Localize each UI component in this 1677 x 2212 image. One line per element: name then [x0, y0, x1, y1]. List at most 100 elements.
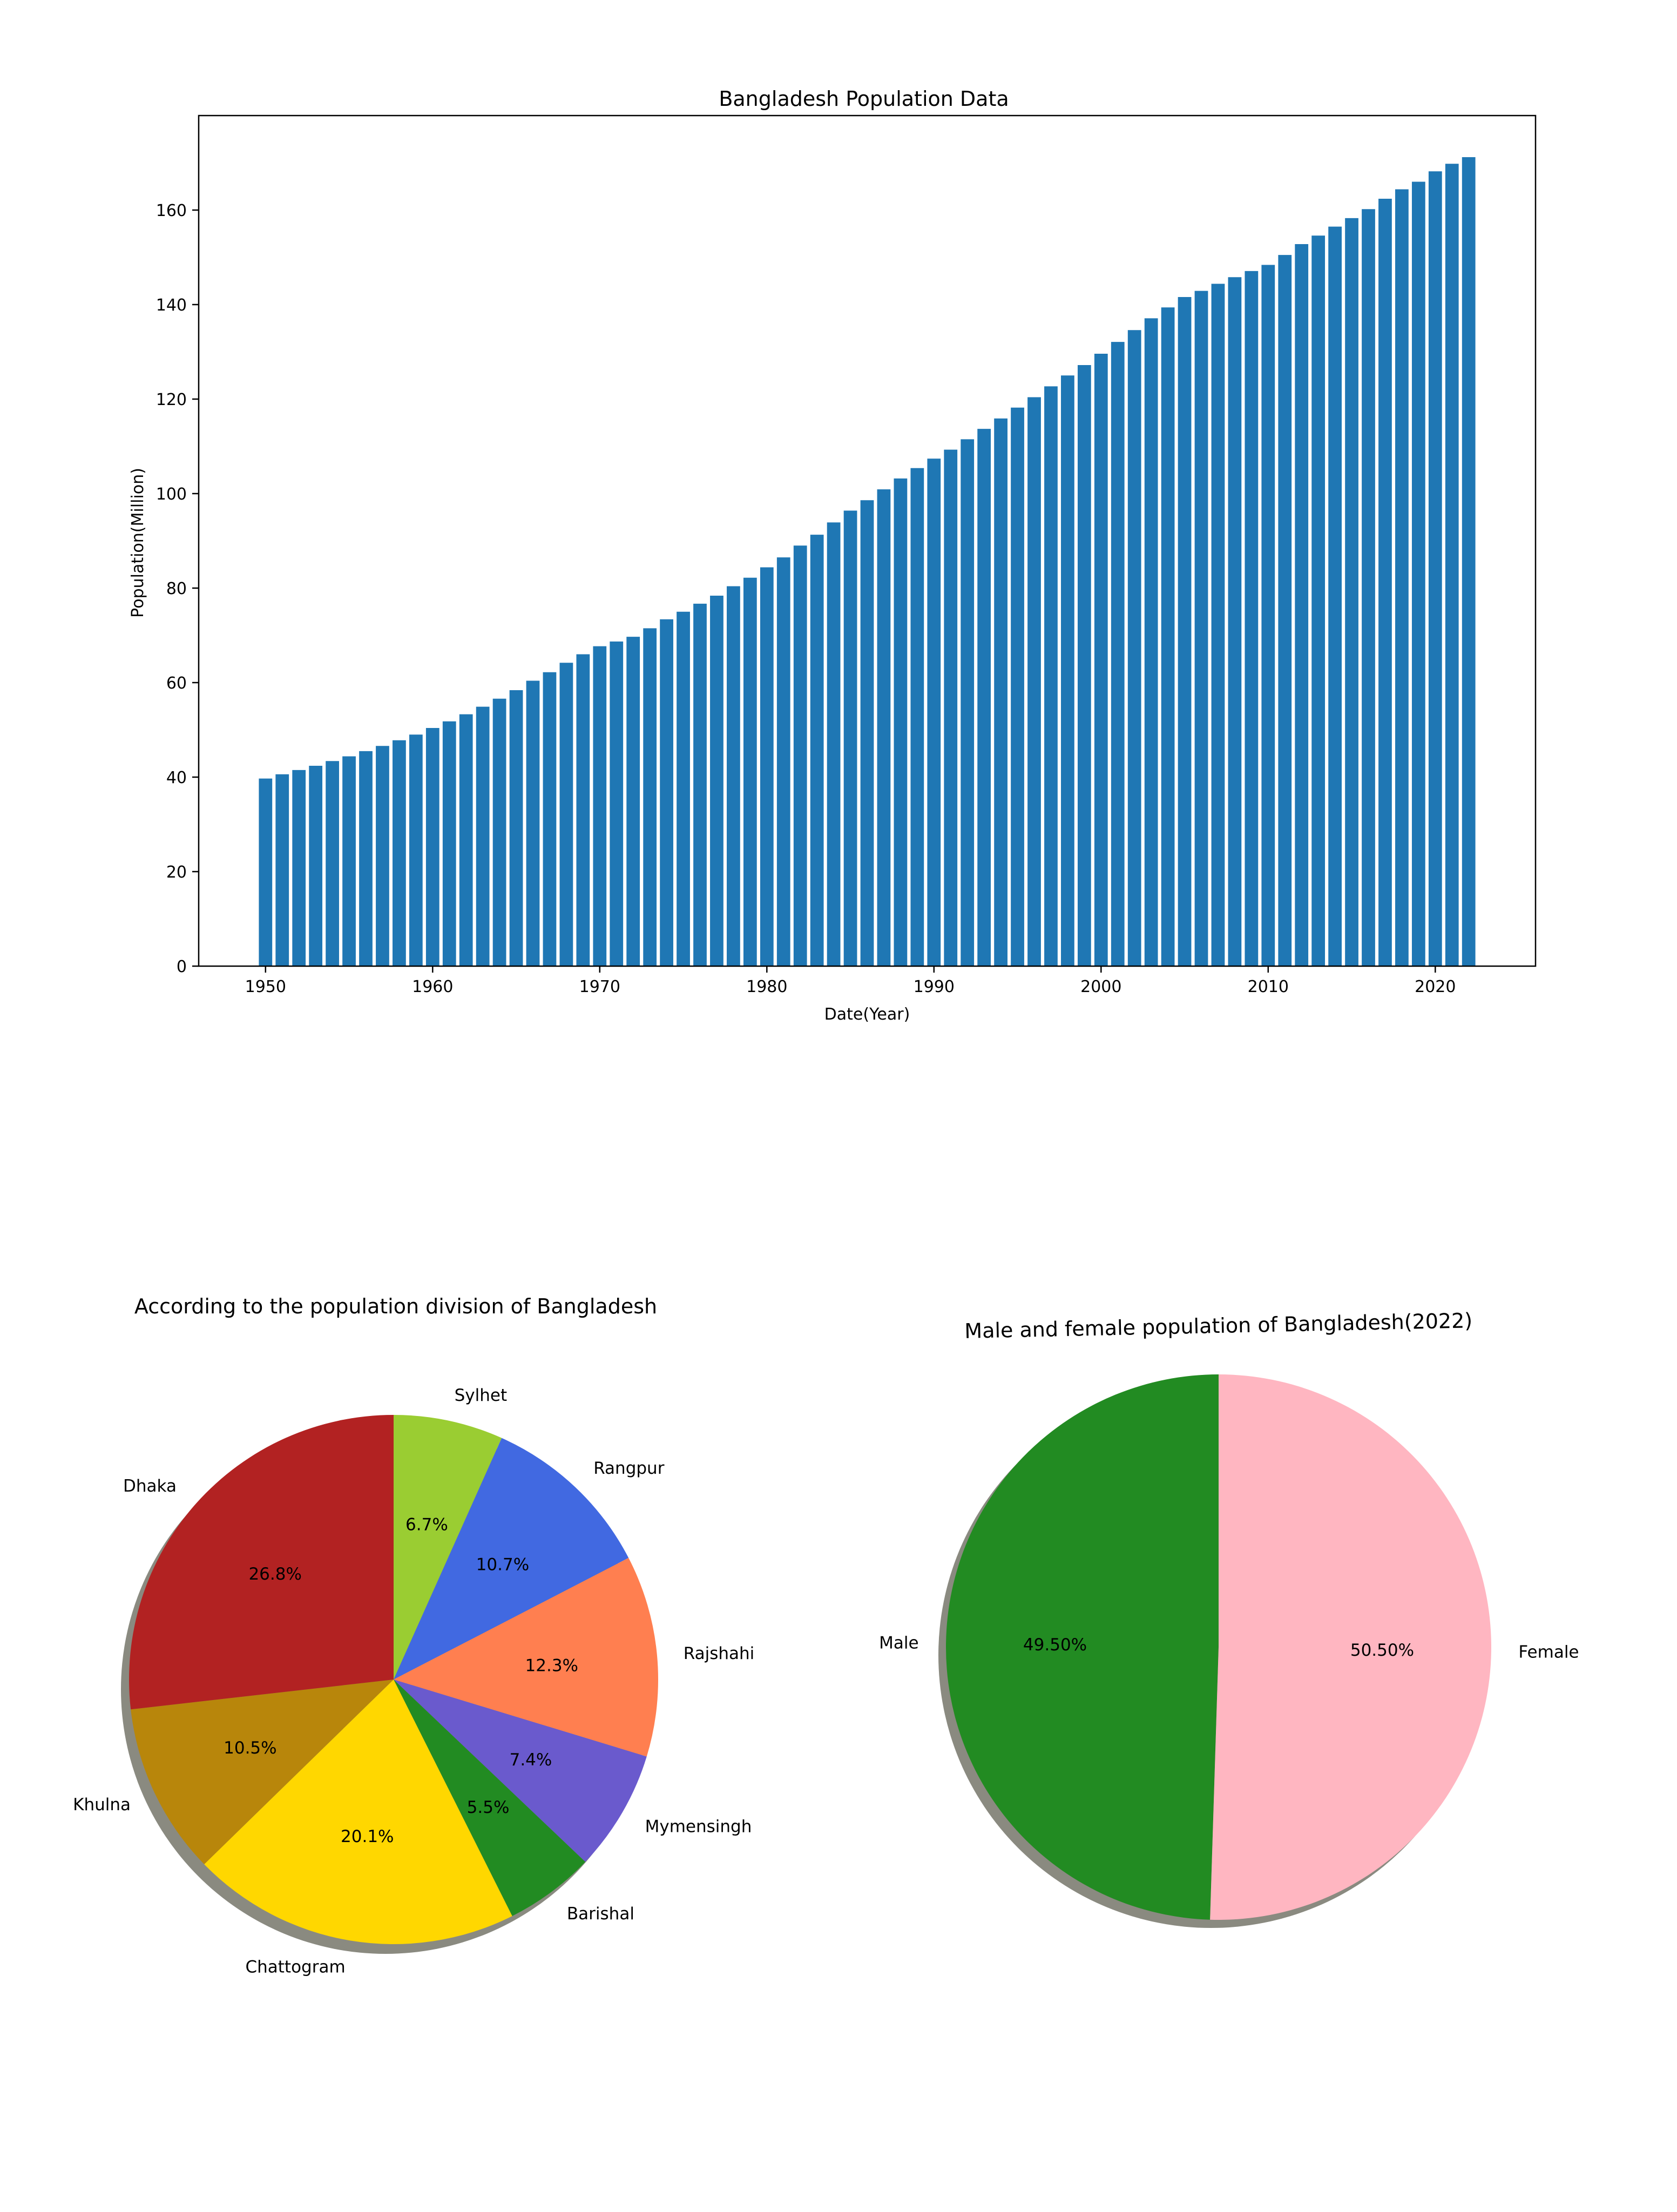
- y-tick-label: 0: [177, 957, 187, 976]
- x-tick-label: 1990: [914, 977, 955, 996]
- pie-pct-female: 50.50%: [1350, 1641, 1414, 1660]
- pie-pct-sylhet: 6.7%: [405, 1515, 448, 1534]
- bar-2017: [1378, 199, 1392, 966]
- bar-1975: [677, 611, 690, 966]
- bar-1961: [442, 721, 456, 966]
- bar-2021: [1445, 164, 1459, 966]
- bar-1977: [710, 596, 723, 966]
- bar-1999: [1077, 365, 1091, 966]
- pie-slice-rangpur: [394, 1438, 629, 1680]
- x-tick-label: 2020: [1415, 977, 1456, 996]
- pie-slice-barishal: [394, 1680, 586, 1916]
- x-tick-label: 1960: [412, 977, 453, 996]
- x-tick-label: 1980: [746, 977, 787, 996]
- bar-2014: [1328, 226, 1342, 966]
- bar-1955: [342, 756, 356, 966]
- bar-1962: [459, 714, 473, 966]
- bar-1958: [393, 740, 406, 966]
- bar-1969: [576, 654, 590, 966]
- bar-1994: [994, 418, 1007, 966]
- bar-1960: [425, 728, 439, 966]
- bar-1957: [376, 746, 389, 966]
- pie-label-khulna: Khulna: [73, 1795, 131, 1815]
- bar-1951: [275, 774, 289, 966]
- bar-2015: [1345, 218, 1358, 966]
- bar-2001: [1111, 342, 1125, 966]
- pie-slices: [129, 1415, 658, 1944]
- bar-1986: [860, 500, 874, 966]
- bar-2002: [1127, 330, 1141, 966]
- y-axis-label: Population(Million): [129, 468, 147, 618]
- bar-1991: [944, 449, 958, 966]
- pie-slice-rajshahi: [394, 1557, 658, 1757]
- bar-2000: [1094, 354, 1108, 966]
- bar-1979: [743, 577, 757, 966]
- bar-1966: [526, 680, 540, 966]
- bar-2005: [1178, 297, 1192, 966]
- pie-label-chattogram: Chattogram: [245, 1958, 345, 1977]
- pie-pct-rajshahi: 12.3%: [525, 1656, 578, 1675]
- bar-1981: [776, 557, 790, 966]
- bar-1952: [292, 770, 306, 966]
- bar-1983: [810, 535, 824, 966]
- division-pie-title: According to the population division of …: [134, 1294, 657, 1318]
- bar-2011: [1278, 255, 1292, 966]
- bar-1978: [727, 586, 740, 966]
- bar-chart-title: Bangladesh Population Data: [719, 87, 1009, 111]
- pie-pct-rangpur: 10.7%: [476, 1555, 529, 1574]
- bar-1970: [593, 646, 607, 966]
- x-tick-label: 1970: [579, 977, 620, 996]
- x-axis-label: Date(Year): [824, 1005, 910, 1024]
- bar-2016: [1362, 209, 1375, 966]
- pie-slice-male: [946, 1374, 1219, 1920]
- pie-label-male: Male: [879, 1633, 918, 1653]
- pie-label-mymensingh: Mymensingh: [645, 1817, 752, 1836]
- bar-1972: [626, 637, 640, 966]
- y-tick-label: 20: [166, 863, 187, 882]
- pie-pct-barishal: 5.5%: [467, 1798, 510, 1817]
- bar-1993: [977, 429, 991, 966]
- bar-1964: [492, 698, 506, 966]
- bar-1985: [843, 510, 857, 966]
- bar-1971: [610, 641, 624, 966]
- bar-1973: [643, 628, 657, 966]
- pie-labels: 6.7% Sylhet 10.7% Rangpur 12.3% Rajshahi 7.4% M…: [73, 1386, 754, 1977]
- pie-slice-mymensingh: [394, 1680, 647, 1862]
- bar-1988: [894, 478, 908, 966]
- bar-1989: [910, 468, 924, 966]
- bar-1982: [793, 545, 807, 966]
- bar-1992: [961, 439, 975, 966]
- y-tick-label: 120: [156, 390, 187, 409]
- x-tick-label: 1950: [245, 977, 286, 996]
- x-tick-label: 2000: [1080, 977, 1121, 996]
- bar-2012: [1295, 244, 1309, 966]
- y-tick-label: 160: [156, 201, 187, 220]
- pie-label-barishal: Barishal: [567, 1904, 634, 1924]
- bar-2019: [1411, 181, 1425, 966]
- y-tick-label: 80: [166, 579, 187, 598]
- division-pie-chart: According to the population division of …: [73, 1294, 754, 1977]
- pie-label-rangpur: Rangpur: [593, 1459, 665, 1478]
- bar-1965: [509, 690, 523, 966]
- population-bar-chart: Bangladesh Population Data 1950 1960 1970 1…: [129, 87, 1537, 1024]
- pie-slice-dhaka: [129, 1415, 394, 1710]
- y-tick-label: 40: [166, 768, 187, 787]
- bar-2003: [1144, 318, 1158, 966]
- bar-2018: [1395, 189, 1409, 966]
- bar-1980: [760, 567, 774, 966]
- bar-1959: [409, 734, 423, 966]
- pie-pct-dhaka: 26.8%: [248, 1564, 301, 1584]
- x-axis-ticks: 1950 1960 1970 1980 1990 2000 2010 2020: [245, 966, 1456, 996]
- pie-slice-sylhet: [394, 1415, 502, 1680]
- pie-label-sylhet: Sylhet: [455, 1386, 508, 1405]
- bar-1968: [559, 663, 573, 966]
- bar-1954: [326, 761, 339, 966]
- y-axis-ticks: 0 20 40 60 80 100 120 140 160: [156, 201, 199, 976]
- pie-pct-chattogram: 20.1%: [341, 1827, 394, 1846]
- bar-2013: [1311, 235, 1326, 966]
- bar-1974: [660, 619, 673, 966]
- bar-2006: [1194, 291, 1208, 966]
- pie-label-female: Female: [1518, 1643, 1579, 1662]
- y-tick-label: 100: [156, 485, 187, 504]
